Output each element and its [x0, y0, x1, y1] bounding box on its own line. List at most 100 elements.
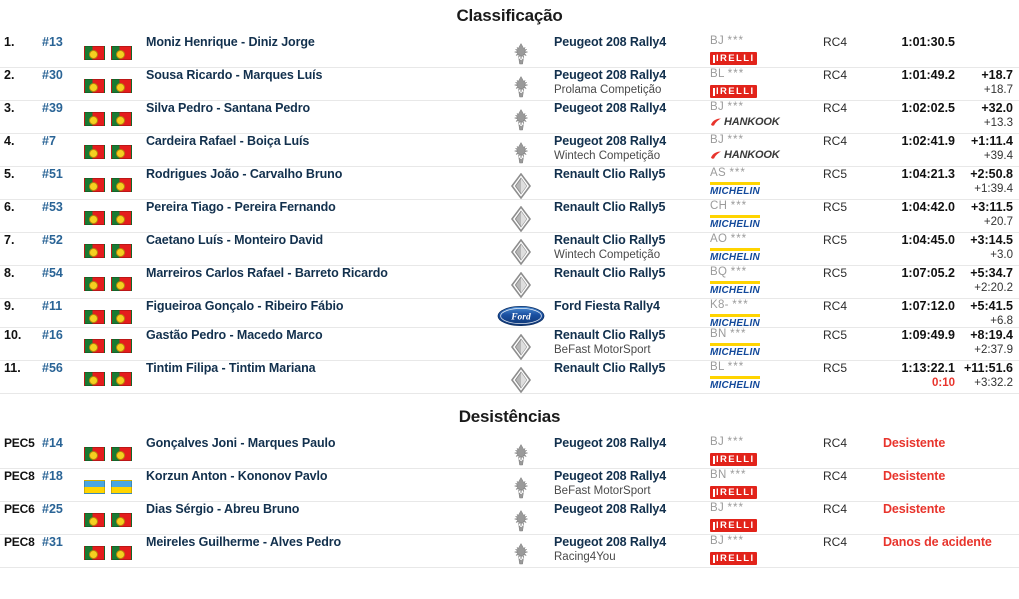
car-number-cell[interactable]: #16 — [42, 328, 84, 361]
car-number[interactable]: #7 — [42, 134, 56, 148]
car-number-cell[interactable]: #14 — [42, 436, 84, 469]
car-number[interactable]: #54 — [42, 266, 63, 280]
position: PEC8 — [4, 535, 35, 549]
table-row[interactable]: 1. #13 Moniz Henrique - Diniz Jorge Peugeot… — [0, 35, 1019, 68]
car-number[interactable]: #30 — [42, 68, 63, 82]
crew-cell[interactable]: Figueiroa Gonçalo - Ribeiro Fábio — [146, 299, 488, 328]
car-number-cell[interactable]: #52 — [42, 233, 84, 266]
crew-names[interactable]: Gonçalves Joni - Marques Paulo — [146, 436, 336, 450]
car-model: Peugeot 208 Rally4 — [554, 469, 667, 483]
car-number[interactable]: #39 — [42, 101, 63, 115]
car-number-cell[interactable]: #18 — [42, 469, 84, 502]
position-cell: PEC8 — [0, 469, 42, 502]
crew-cell[interactable]: Cardeira Rafael - Boiça Luís — [146, 134, 488, 167]
car-number[interactable]: #16 — [42, 328, 63, 342]
car-model: Peugeot 208 Rally4 — [554, 68, 667, 82]
crew-cell[interactable]: Moniz Henrique - Diniz Jorge — [146, 35, 488, 68]
car-number[interactable]: #51 — [42, 167, 63, 181]
gap-cell: +18.7 +18.7 — [957, 68, 1019, 101]
position: PEC8 — [4, 469, 35, 483]
flag-pt-icon — [111, 277, 132, 291]
manufacturer-cell: Ford — [488, 299, 554, 328]
crew-names[interactable]: Dias Sérgio - Abreu Bruno — [146, 502, 300, 516]
position-cell: 3. — [0, 101, 42, 134]
crew-cell[interactable]: Marreiros Carlos Rafael - Barreto Ricard… — [146, 266, 488, 299]
crew-names[interactable]: Moniz Henrique - Diniz Jorge — [146, 35, 315, 49]
table-row[interactable]: 11. #56 Tintim Filipa - Tintim Mariana Rena… — [0, 361, 1019, 394]
flag-pt-icon — [84, 244, 105, 258]
crew-cell[interactable]: Meireles Guilherme - Alves Pedro — [146, 535, 488, 568]
table-row[interactable]: PEC5 #14 Gonçalves Joni - Marques Paulo Peu… — [0, 436, 1019, 469]
table-row[interactable]: PEC8 #31 Meireles Guilherme - Alves Pedro P… — [0, 535, 1019, 568]
table-row[interactable]: 8. #54 Marreiros Carlos Rafael - Barreto R… — [0, 266, 1019, 299]
table-row[interactable]: PEC8 #18 Korzun Anton - Kononov Pavlo Peuge… — [0, 469, 1019, 502]
crew-flags — [84, 502, 146, 527]
crew-names[interactable]: Marreiros Carlos Rafael - Barreto Ricard… — [146, 266, 388, 280]
car-number[interactable]: #14 — [42, 436, 63, 450]
car-number-cell[interactable]: #53 — [42, 200, 84, 233]
table-row[interactable]: 2. #30 Sousa Ricardo - Marques Luís Peugeot… — [0, 68, 1019, 101]
table-row[interactable]: 9. #11 Figueiroa Gonçalo - Ribeiro Fábio Fo… — [0, 299, 1019, 329]
table-row[interactable]: 4. #7 Cardeira Rafael - Boiça Luís Peugeot … — [0, 134, 1019, 167]
crew-cell[interactable]: Caetano Luís - Monteiro David — [146, 233, 488, 266]
table-row[interactable]: 7. #52 Caetano Luís - Monteiro David Renaul… — [0, 233, 1019, 266]
car-class: RC4 — [823, 502, 848, 516]
car-number[interactable]: #25 — [42, 502, 63, 516]
tyre-code: BJ *** — [710, 134, 744, 146]
crew-names[interactable]: Caetano Luís - Monteiro David — [146, 233, 323, 247]
crew-names[interactable]: Silva Pedro - Santana Pedro — [146, 101, 311, 115]
tyre-code: BL *** — [710, 68, 745, 80]
crew-names[interactable]: Tintim Filipa - Tintim Mariana — [146, 361, 316, 375]
car-number-cell[interactable]: #13 — [42, 35, 84, 68]
car-number-cell[interactable]: #31 — [42, 535, 84, 568]
crew-cell[interactable]: Rodrigues João - Carvalho Bruno — [146, 167, 488, 200]
car-number[interactable]: #31 — [42, 535, 63, 549]
car-number-cell[interactable]: #11 — [42, 299, 84, 328]
crew-names[interactable]: Sousa Ricardo - Marques Luís — [146, 68, 323, 82]
flags-cell — [84, 266, 146, 299]
car-number-cell[interactable]: #7 — [42, 134, 84, 167]
crew-cell[interactable]: Gastão Pedro - Macedo Marco — [146, 328, 488, 361]
position: 3. — [4, 101, 15, 115]
crew-names[interactable]: Cardeira Rafael - Boiça Luís — [146, 134, 310, 148]
car-number[interactable]: #18 — [42, 469, 63, 483]
car-number[interactable]: #53 — [42, 200, 63, 214]
crew-cell[interactable]: Silva Pedro - Santana Pedro — [146, 101, 488, 134]
table-row[interactable]: 10. #16 Gastão Pedro - Macedo Marco Renault… — [0, 328, 1019, 361]
table-row[interactable]: PEC6 #25 Dias Sérgio - Abreu Bruno Peugeot … — [0, 502, 1019, 535]
flag-pt-icon — [111, 178, 132, 192]
crew-cell[interactable]: Pereira Tiago - Pereira Fernando — [146, 200, 488, 233]
class-cell: RC5 — [823, 200, 883, 233]
crew-names[interactable]: Rodrigues João - Carvalho Bruno — [146, 167, 343, 181]
gap-to-previous: +20.7 — [983, 216, 1013, 228]
crew-names[interactable]: Meireles Guilherme - Alves Pedro — [146, 535, 342, 549]
car-number[interactable]: #13 — [42, 35, 63, 49]
crew-cell[interactable]: Sousa Ricardo - Marques Luís — [146, 68, 488, 101]
position: 1. — [4, 35, 15, 49]
car-number-cell[interactable]: #54 — [42, 266, 84, 299]
crew-names[interactable]: Korzun Anton - Kononov Pavlo — [146, 469, 328, 483]
car-number-cell[interactable]: #56 — [42, 361, 84, 394]
crew-names[interactable]: Pereira Tiago - Pereira Fernando — [146, 200, 336, 214]
table-row[interactable]: 6. #53 Pereira Tiago - Pereira Fernando Ren… — [0, 200, 1019, 233]
car-number[interactable]: #56 — [42, 361, 63, 375]
car-number[interactable]: #52 — [42, 233, 63, 247]
class-cell: RC4 — [823, 35, 883, 68]
total-time: 1:02:41.9 — [901, 134, 955, 148]
crew-cell[interactable]: Gonçalves Joni - Marques Paulo — [146, 436, 488, 469]
table-row[interactable]: 5. #51 Rodrigues João - Carvalho Bruno Rena… — [0, 167, 1019, 200]
crew-cell[interactable]: Tintim Filipa - Tintim Mariana — [146, 361, 488, 394]
crew-names[interactable]: Gastão Pedro - Macedo Marco — [146, 328, 323, 342]
car-number[interactable]: #11 — [42, 299, 63, 313]
crew-cell[interactable]: Korzun Anton - Kononov Pavlo — [146, 469, 488, 502]
car-number-cell[interactable]: #51 — [42, 167, 84, 200]
tyre-cell: BL *** MICHELIN — [710, 361, 823, 394]
crew-cell[interactable]: Dias Sérgio - Abreu Bruno — [146, 502, 488, 535]
crew-names[interactable]: Figueiroa Gonçalo - Ribeiro Fábio — [146, 299, 344, 313]
car-number-cell[interactable]: #25 — [42, 502, 84, 535]
table-row[interactable]: 3. #39 Silva Pedro - Santana Pedro Peugeot … — [0, 101, 1019, 134]
car-number-cell[interactable]: #30 — [42, 68, 84, 101]
car-number-cell[interactable]: #39 — [42, 101, 84, 134]
car-cell: Renault Clio Rally5 — [554, 200, 710, 233]
car-cell: Peugeot 208 Rally4 — [554, 502, 710, 535]
